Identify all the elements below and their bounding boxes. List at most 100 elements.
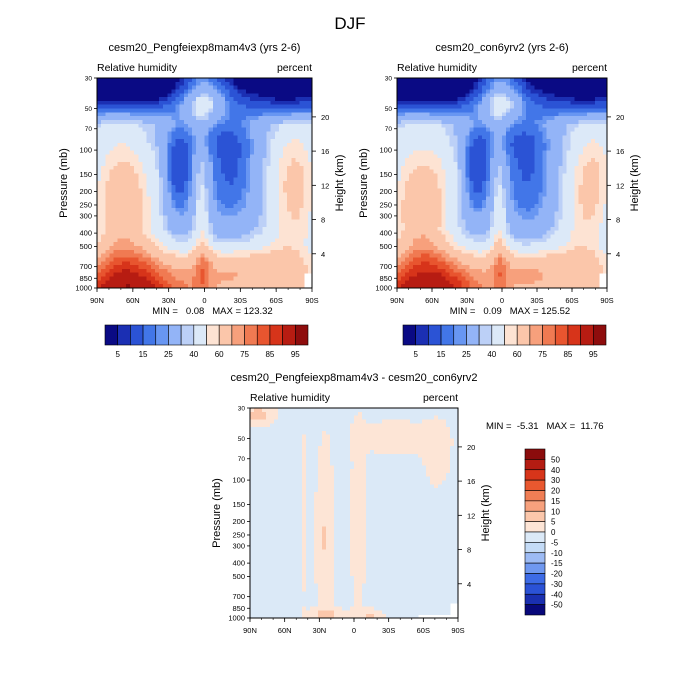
- field-cell: [130, 261, 135, 266]
- field-cell: [262, 272, 268, 278]
- field-cell: [167, 169, 173, 175]
- field-cell: [598, 184, 604, 190]
- field-cell: [421, 131, 426, 136]
- field-cell: [481, 184, 487, 190]
- field-cell: [425, 215, 430, 220]
- field-cell: [554, 177, 560, 182]
- field-cell: [105, 100, 110, 106]
- field-cell: [229, 257, 235, 262]
- field-cell: [489, 127, 495, 133]
- field-cell: [445, 78, 451, 83]
- field-cell: [150, 242, 156, 247]
- field-cell: [421, 192, 426, 197]
- field-cell: [97, 192, 102, 197]
- field-cell: [409, 181, 414, 186]
- field-cell: [534, 165, 539, 171]
- field-cell: [437, 112, 443, 117]
- field-cell: [109, 89, 115, 94]
- field-cell: [159, 246, 164, 251]
- field-cell: [117, 246, 123, 251]
- field-cell: [200, 142, 206, 148]
- field-cell: [245, 100, 251, 106]
- field-cell: [405, 188, 410, 194]
- field-cell: [138, 108, 144, 113]
- field-cell: [163, 165, 168, 171]
- field-cell: [175, 192, 181, 197]
- field-cell: [425, 177, 430, 182]
- field-cell: [461, 184, 467, 190]
- field-cell: [582, 207, 588, 213]
- field-cell: [397, 100, 402, 106]
- field-cell: [171, 230, 177, 236]
- field-cell: [163, 85, 168, 91]
- field-cell: [179, 200, 185, 205]
- field-cell: [216, 261, 222, 266]
- field-cell: [582, 131, 588, 136]
- field-cell: [270, 78, 276, 83]
- field-cell: [554, 200, 560, 205]
- field-cell: [445, 219, 451, 224]
- field-cell: [175, 116, 181, 121]
- field-cell: [187, 142, 193, 148]
- field-cell: [397, 204, 402, 209]
- field-cell: [299, 131, 305, 136]
- field-cell: [278, 219, 284, 224]
- field-cell: [530, 135, 535, 140]
- field-cell: [196, 108, 201, 113]
- field-cell: [502, 131, 507, 136]
- field-cell: [469, 97, 475, 102]
- field-cell: [283, 177, 288, 182]
- field-cell: [233, 200, 239, 205]
- field-cell: [208, 158, 214, 163]
- field-cell: [307, 97, 313, 102]
- field-cell: [602, 196, 608, 201]
- field-cell: [303, 158, 309, 163]
- field-cell: [502, 135, 507, 140]
- field-cell: [429, 188, 434, 194]
- field-cell: [241, 181, 247, 186]
- field-cell: [212, 108, 218, 113]
- field-cell: [121, 85, 127, 91]
- field-cell: [146, 223, 152, 228]
- field-cell: [554, 135, 560, 140]
- field-cell: [477, 154, 483, 159]
- field-cell: [497, 169, 503, 175]
- field-cell: [229, 188, 235, 194]
- field-cell: [594, 154, 600, 159]
- field-cell: [121, 257, 127, 262]
- y-tick-label: 850: [79, 274, 92, 283]
- field-cell: [134, 169, 139, 175]
- field-cell: [598, 104, 604, 110]
- field-cell: [405, 131, 410, 136]
- field-cell: [237, 127, 243, 133]
- field-cell: [558, 135, 564, 140]
- field-cell: [175, 93, 181, 98]
- field-cell: [212, 162, 218, 167]
- field-cell: [437, 169, 443, 175]
- field-cell: [200, 150, 206, 155]
- field-cell: [159, 242, 164, 247]
- field-cell: [582, 104, 588, 110]
- field-cell: [409, 89, 414, 94]
- field-cell: [283, 261, 288, 266]
- field-cell: [578, 142, 584, 148]
- field-cell: [130, 265, 135, 270]
- field-cell: [221, 188, 226, 194]
- field-cell: [465, 192, 471, 197]
- field-cell: [461, 158, 467, 163]
- field-cell: [150, 284, 156, 289]
- field-cell: [204, 165, 210, 171]
- field-cell: [101, 135, 106, 140]
- field-cell: [457, 154, 463, 159]
- field-cell: [258, 188, 263, 194]
- field-cell: [101, 93, 106, 98]
- field-cell: [522, 142, 527, 148]
- field-cell: [477, 100, 483, 106]
- field-cell: [538, 127, 543, 133]
- field-cell: [208, 135, 214, 140]
- field-cell: [449, 215, 455, 220]
- field-cell: [159, 123, 164, 129]
- field-cell: [237, 261, 243, 266]
- field-cell: [221, 104, 226, 110]
- field-cell: [187, 158, 193, 163]
